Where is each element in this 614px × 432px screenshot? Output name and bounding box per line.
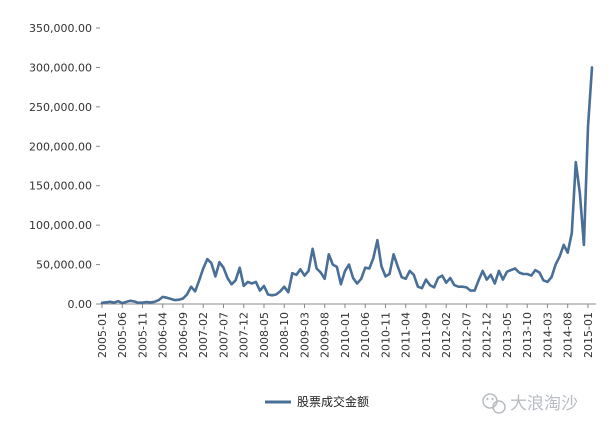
x-tick-label: 2005-06 xyxy=(116,312,129,358)
x-tick-label: 2014-08 xyxy=(562,312,575,358)
x-tick-label: 2009-08 xyxy=(319,312,332,358)
x-tick-label: 2014-03 xyxy=(541,312,554,358)
x-tick-label: 2010-06 xyxy=(359,312,372,358)
x-tick-label: 2013-05 xyxy=(501,312,514,358)
x-tick-label: 2007-07 xyxy=(217,312,230,358)
x-tick-label: 2006-04 xyxy=(157,312,170,358)
watermark: 大浪淘沙 xyxy=(482,393,578,414)
watermark-text: 大浪淘沙 xyxy=(510,394,578,414)
y-tick-label: 100,000.00 xyxy=(29,219,92,232)
x-tick-label: 2009-03 xyxy=(298,312,311,358)
x-tick-label: 2005-01 xyxy=(96,312,109,358)
series-line-stock-turnover xyxy=(100,66,594,305)
x-tick-label: 2012-02 xyxy=(440,312,453,358)
x-tick-label: 2008-05 xyxy=(258,312,271,358)
legend-label: 股票成交金额 xyxy=(297,394,369,409)
x-tick-label: 2010-01 xyxy=(339,312,352,358)
y-tick-label: 50,000.00 xyxy=(36,259,92,272)
x-tick-label: 2007-02 xyxy=(197,312,210,358)
x-tick-label: 2012-12 xyxy=(481,312,494,358)
series-layer xyxy=(100,66,594,305)
x-tick-label: 2012-07 xyxy=(460,312,473,358)
x-tick-label: 2006-09 xyxy=(177,312,190,358)
x-axis: 2005-01 2005-06 2005-11 2006-04 2006-09 2007-… xyxy=(96,303,596,358)
x-tick-label: 2007-12 xyxy=(238,312,251,358)
x-tick-label: 2010-11 xyxy=(379,312,392,358)
x-tick-label: 2011-04 xyxy=(400,312,413,358)
y-tick-label: 350,000.00 xyxy=(29,22,92,35)
wechat-bubble-icon xyxy=(482,393,506,414)
x-tick-label: 2015-01 xyxy=(582,312,595,358)
y-tick-label: 150,000.00 xyxy=(29,180,92,193)
x-tick-label: 2011-09 xyxy=(420,312,433,358)
y-tick-label: 300,000.00 xyxy=(29,61,92,74)
x-tick-label: 2013-10 xyxy=(521,312,534,358)
legend: 股票成交金额 xyxy=(265,394,369,409)
x-tick-label: 2005-11 xyxy=(136,312,149,358)
x-tick-label: 2008-10 xyxy=(278,312,291,358)
y-tick-label: 250,000.00 xyxy=(29,101,92,114)
y-tick-label: 200,000.00 xyxy=(29,140,92,153)
y-axis: 350,000.00 300,000.00 250,000.00 200,000.00… xyxy=(29,22,100,311)
y-tick-label: 0.00 xyxy=(68,298,93,311)
